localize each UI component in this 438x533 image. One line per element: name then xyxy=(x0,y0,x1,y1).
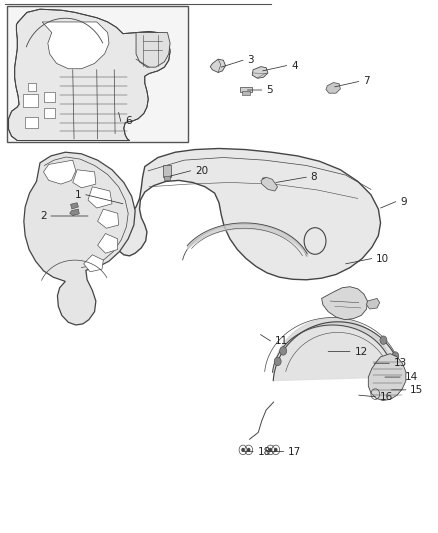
Polygon shape xyxy=(136,33,170,67)
Text: 12: 12 xyxy=(354,346,367,357)
Circle shape xyxy=(380,336,387,344)
Text: 7: 7 xyxy=(363,77,370,86)
Polygon shape xyxy=(70,209,79,215)
Text: 5: 5 xyxy=(266,85,273,95)
Text: 2: 2 xyxy=(40,211,46,221)
Bar xyxy=(242,91,251,95)
Text: 15: 15 xyxy=(410,385,424,395)
Polygon shape xyxy=(84,255,103,272)
Polygon shape xyxy=(252,67,268,78)
Polygon shape xyxy=(43,160,76,184)
Text: 18: 18 xyxy=(258,447,271,456)
Bar xyxy=(28,83,36,91)
Text: 1: 1 xyxy=(75,190,81,200)
Bar xyxy=(44,108,55,118)
Text: 16: 16 xyxy=(380,392,393,402)
Circle shape xyxy=(274,448,278,452)
Polygon shape xyxy=(9,9,170,141)
Bar xyxy=(44,92,55,102)
Bar xyxy=(7,6,188,142)
Polygon shape xyxy=(98,209,119,228)
Circle shape xyxy=(269,448,272,452)
Polygon shape xyxy=(88,187,112,208)
Polygon shape xyxy=(210,59,226,72)
Polygon shape xyxy=(98,233,118,253)
Polygon shape xyxy=(114,149,381,280)
Bar xyxy=(22,94,38,107)
Text: 20: 20 xyxy=(195,166,208,176)
Text: 3: 3 xyxy=(247,55,254,65)
Circle shape xyxy=(247,448,251,452)
Text: 17: 17 xyxy=(288,447,301,456)
Polygon shape xyxy=(73,169,96,188)
Circle shape xyxy=(280,346,287,355)
Circle shape xyxy=(392,352,399,360)
Circle shape xyxy=(241,448,245,452)
Text: 14: 14 xyxy=(405,372,418,382)
Text: 13: 13 xyxy=(394,358,407,368)
Polygon shape xyxy=(42,22,109,69)
Bar xyxy=(164,176,170,180)
Polygon shape xyxy=(367,298,380,309)
Polygon shape xyxy=(261,177,278,191)
Text: 4: 4 xyxy=(291,61,298,70)
Bar xyxy=(163,165,171,177)
Polygon shape xyxy=(368,354,406,400)
Polygon shape xyxy=(71,203,78,209)
Polygon shape xyxy=(321,287,367,320)
Polygon shape xyxy=(273,322,402,381)
Text: 8: 8 xyxy=(311,172,317,182)
Text: 11: 11 xyxy=(275,336,288,346)
Polygon shape xyxy=(24,152,135,325)
Text: 6: 6 xyxy=(125,116,132,126)
Circle shape xyxy=(274,357,281,366)
Text: 9: 9 xyxy=(400,197,407,207)
Text: 10: 10 xyxy=(376,254,389,263)
Bar xyxy=(240,87,252,92)
Bar xyxy=(25,117,38,128)
Polygon shape xyxy=(326,83,340,93)
